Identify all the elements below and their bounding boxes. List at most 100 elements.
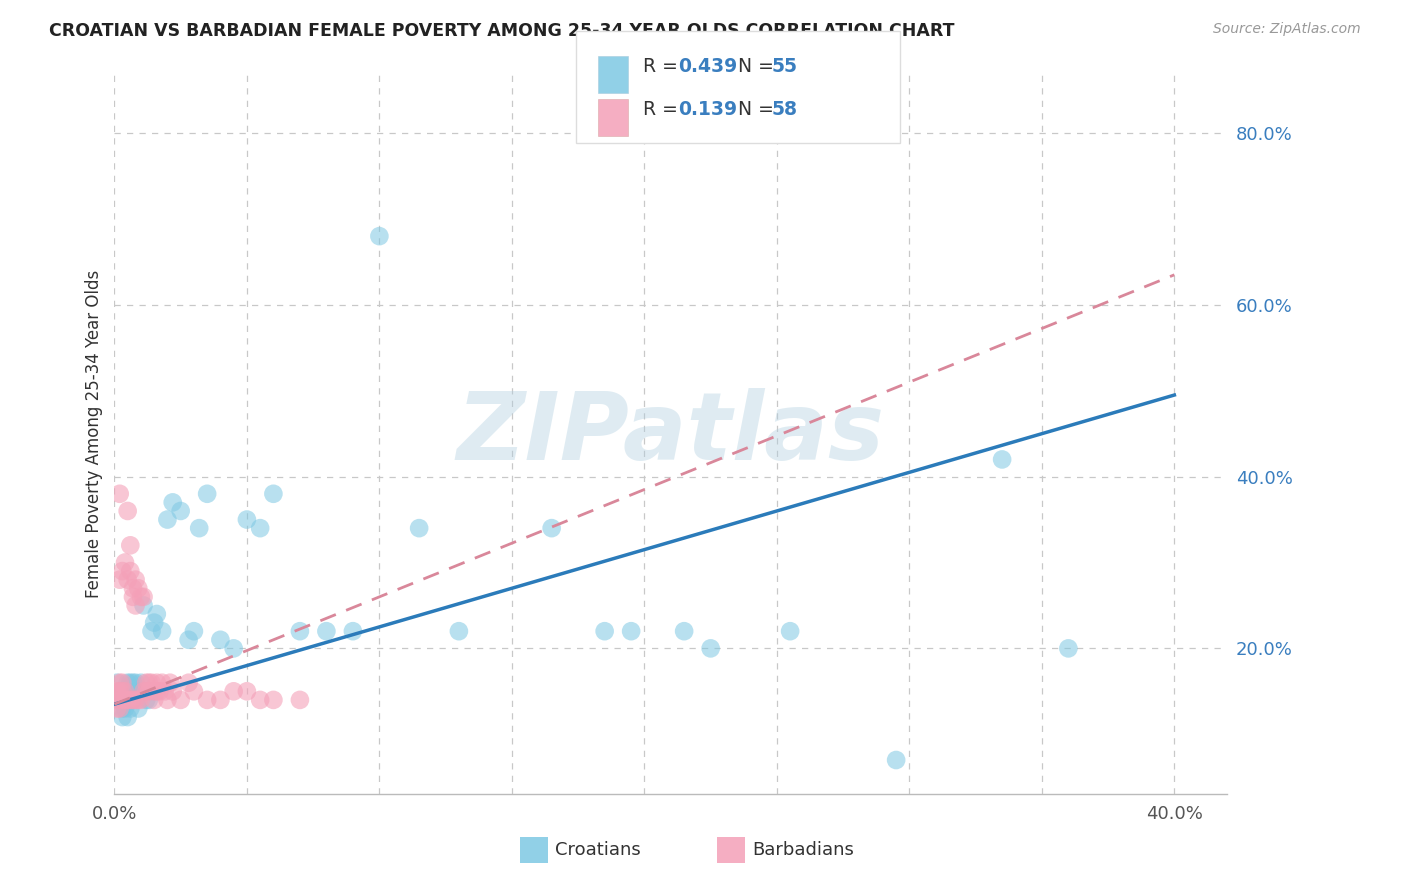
Point <box>162 684 184 698</box>
Point <box>288 693 311 707</box>
Point <box>673 624 696 639</box>
Point <box>114 556 136 570</box>
Point <box>122 693 145 707</box>
Point <box>150 624 173 639</box>
Point <box>1057 641 1080 656</box>
Point <box>143 693 166 707</box>
Point <box>236 512 259 526</box>
Point <box>169 504 191 518</box>
Text: R =: R = <box>643 57 683 76</box>
Point <box>132 599 155 613</box>
Point <box>141 675 163 690</box>
Point <box>153 684 176 698</box>
Point <box>132 684 155 698</box>
Point <box>408 521 430 535</box>
Point <box>105 675 128 690</box>
Point <box>183 624 205 639</box>
Point <box>124 573 146 587</box>
Point <box>138 684 160 698</box>
Point <box>124 684 146 698</box>
Point <box>162 495 184 509</box>
Point <box>699 641 721 656</box>
Point <box>156 693 179 707</box>
Point <box>249 521 271 535</box>
Point <box>105 701 128 715</box>
Point <box>108 701 131 715</box>
Point <box>124 693 146 707</box>
Text: 0.139: 0.139 <box>678 100 737 119</box>
Point <box>146 684 169 698</box>
Text: Croatians: Croatians <box>555 841 641 859</box>
Point <box>315 624 337 639</box>
Point <box>114 701 136 715</box>
Point <box>236 684 259 698</box>
Point <box>108 573 131 587</box>
Point <box>368 229 391 244</box>
Point <box>111 684 134 698</box>
Point <box>540 521 562 535</box>
Point <box>779 624 801 639</box>
Point <box>262 693 284 707</box>
Point <box>117 693 139 707</box>
Point <box>183 684 205 698</box>
Point <box>120 693 142 707</box>
Point <box>122 590 145 604</box>
Point <box>117 710 139 724</box>
Point <box>120 564 142 578</box>
Text: 0.439: 0.439 <box>678 57 737 76</box>
Text: ZIPatlas: ZIPatlas <box>457 388 884 480</box>
Point <box>108 487 131 501</box>
Point <box>114 693 136 707</box>
Point <box>262 487 284 501</box>
Point <box>222 641 245 656</box>
Text: R =: R = <box>643 100 689 119</box>
Point <box>249 693 271 707</box>
Point <box>122 693 145 707</box>
Point <box>111 693 134 707</box>
Text: N =: N = <box>738 100 780 119</box>
Point <box>117 693 139 707</box>
Point <box>222 684 245 698</box>
Point <box>159 675 181 690</box>
Point <box>884 753 907 767</box>
Point <box>146 675 169 690</box>
Point <box>150 675 173 690</box>
Point <box>129 590 152 604</box>
Point <box>127 693 149 707</box>
Point <box>114 684 136 698</box>
Point <box>447 624 470 639</box>
Point <box>132 590 155 604</box>
Text: Barbadians: Barbadians <box>752 841 853 859</box>
Point <box>117 504 139 518</box>
Point <box>105 693 128 707</box>
Point <box>127 581 149 595</box>
Point <box>124 675 146 690</box>
Point <box>342 624 364 639</box>
Point <box>111 701 134 715</box>
Point <box>129 675 152 690</box>
Point <box>120 675 142 690</box>
Point <box>195 487 218 501</box>
Point <box>135 693 157 707</box>
Point <box>156 512 179 526</box>
Point <box>593 624 616 639</box>
Point <box>114 684 136 698</box>
Text: 55: 55 <box>772 57 797 76</box>
Point <box>195 693 218 707</box>
Point <box>209 693 232 707</box>
Point <box>111 675 134 690</box>
Point <box>108 684 131 698</box>
Point <box>111 710 134 724</box>
Point <box>120 701 142 715</box>
Point <box>188 521 211 535</box>
Point <box>135 675 157 690</box>
Point <box>117 675 139 690</box>
Y-axis label: Female Poverty Among 25-34 Year Olds: Female Poverty Among 25-34 Year Olds <box>86 269 103 598</box>
Point <box>143 684 166 698</box>
Point <box>991 452 1014 467</box>
Point <box>122 675 145 690</box>
Point <box>143 615 166 630</box>
Text: 58: 58 <box>772 100 797 119</box>
Text: Source: ZipAtlas.com: Source: ZipAtlas.com <box>1213 22 1361 37</box>
Point <box>105 684 128 698</box>
